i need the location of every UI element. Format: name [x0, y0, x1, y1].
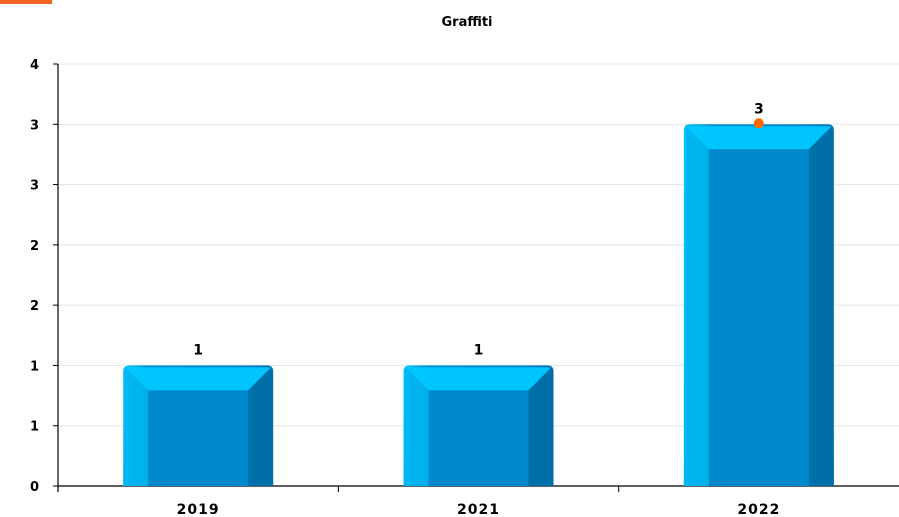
bar-right-bevel	[248, 367, 274, 486]
y-tick-label: 3	[30, 118, 39, 133]
bar-2022	[683, 124, 834, 487]
x-tick-label: 2021	[457, 502, 500, 517]
data-label: 3	[754, 101, 764, 117]
data-point-marker	[753, 118, 764, 129]
bar-top-bevel	[405, 367, 552, 391]
bar-2021	[403, 365, 554, 486]
x-tick-label: 2019	[177, 502, 220, 517]
bar-front	[428, 390, 529, 486]
bar-left-bevel	[123, 367, 149, 486]
bar-right-bevel	[528, 367, 554, 486]
data-labels: 1 1 3	[193, 101, 763, 358]
y-tick-label: 2	[30, 299, 39, 314]
chart-title: Graffiti	[441, 15, 492, 30]
bar-2019	[123, 365, 274, 486]
y-tick-label: 1	[30, 359, 39, 374]
data-label: 1	[474, 342, 484, 358]
y-axis-ticks: 0 1 1 2 2 3 3 4	[30, 58, 58, 495]
x-tick-label: 2022	[737, 502, 780, 517]
bars	[123, 124, 834, 487]
y-tick-label: 1	[30, 420, 39, 435]
y-tick-label: 4	[30, 58, 39, 73]
bar-right-bevel	[808, 126, 834, 487]
markers	[753, 118, 764, 129]
bar-left-bevel	[683, 126, 709, 487]
bar-left-bevel	[403, 367, 429, 486]
bar-front	[708, 149, 809, 487]
y-tick-label: 2	[30, 239, 39, 254]
y-tick-label: 3	[30, 179, 39, 194]
y-tick-label: 0	[30, 480, 39, 495]
data-label: 1	[193, 342, 203, 358]
bar-front	[148, 390, 249, 486]
bar-top-bevel	[685, 126, 832, 150]
corner-accent	[0, 0, 52, 4]
x-axis-ticks: 2019 2021 2022	[177, 486, 780, 517]
bar-top-bevel	[125, 367, 272, 391]
